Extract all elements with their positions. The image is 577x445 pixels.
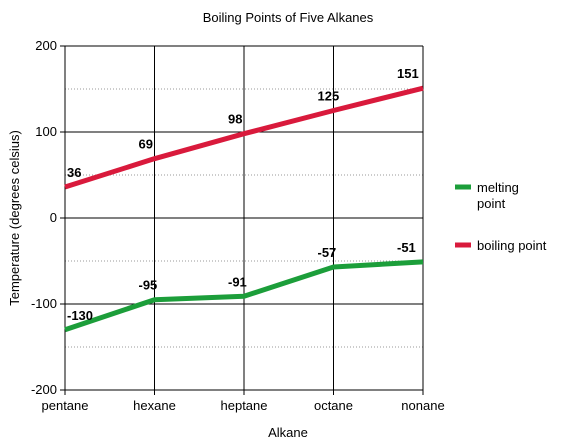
- data-label: 36: [67, 165, 81, 180]
- plot-axes: -200 -100 0 100 200 pentane hexane heptane octan…: [31, 38, 445, 413]
- y-axis-title: Temperature (degrees celsius): [7, 130, 22, 306]
- x-tick-label: nonane: [401, 398, 444, 413]
- data-label: 151: [397, 66, 419, 81]
- y-tick-label: -100: [31, 296, 57, 311]
- x-tick-label: heptane: [221, 398, 268, 413]
- legend-label: point: [477, 196, 506, 211]
- x-tick-label: hexane: [133, 398, 176, 413]
- series-line: [64, 85, 424, 190]
- plot-series: [64, 85, 424, 333]
- data-label: -95: [139, 278, 158, 293]
- chart-title: Boiling Points of Five Alkanes: [203, 10, 374, 25]
- y-tick-label: 200: [35, 38, 57, 53]
- legend-label: boiling point: [477, 238, 547, 253]
- legend-label: melting: [477, 180, 519, 195]
- x-axis-title: Alkane: [268, 425, 308, 440]
- plot-labels: -130 -95 -91 -57 -51 36 69 98 125 151: [67, 66, 419, 323]
- y-tick-label: 0: [50, 210, 57, 225]
- data-label: -57: [318, 245, 337, 260]
- data-label: -130: [67, 308, 93, 323]
- y-tick-label: 100: [35, 124, 57, 139]
- y-tick-label: -200: [31, 382, 57, 397]
- data-label: 98: [228, 112, 242, 127]
- data-label: -91: [228, 274, 247, 289]
- data-label: 125: [318, 89, 340, 104]
- data-label: -51: [397, 240, 416, 255]
- plot-grid: [64, 45, 424, 391]
- x-tick-label: octane: [314, 398, 353, 413]
- x-tick-label: pentane: [42, 398, 89, 413]
- data-label: 69: [139, 137, 153, 152]
- series-line: [64, 259, 424, 333]
